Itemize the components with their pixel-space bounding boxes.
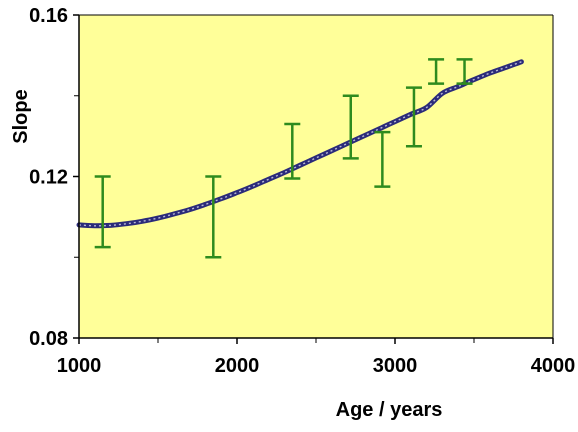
plot-area	[79, 15, 553, 338]
chart-marks	[76, 58, 524, 259]
y-tick-label: 0.12	[29, 167, 68, 189]
error-bar	[342, 94, 359, 160]
error-bar	[205, 175, 222, 259]
x-tick-label: 1000	[57, 355, 102, 377]
x-tick-label: 4000	[531, 355, 576, 377]
y-tick-label: 0.16	[29, 5, 68, 27]
fit-curve-texture	[78, 61, 522, 227]
axes	[73, 14, 554, 344]
x-axis-title: Age / years	[336, 399, 443, 421]
error-bar	[374, 130, 391, 188]
y-tick-label: 0.08	[29, 328, 68, 350]
x-tick-label: 2000	[215, 355, 260, 377]
tick-labels: 1000 2000 3000 4000 0.08 0.12 0.16	[29, 5, 575, 377]
error-bar	[405, 86, 422, 148]
error-bar	[284, 122, 301, 180]
error-bar	[94, 175, 111, 249]
error-bar	[428, 58, 445, 85]
error-bar	[456, 58, 473, 85]
x-tick-label: 3000	[373, 355, 418, 377]
y-axis-title: Slope	[10, 89, 32, 143]
